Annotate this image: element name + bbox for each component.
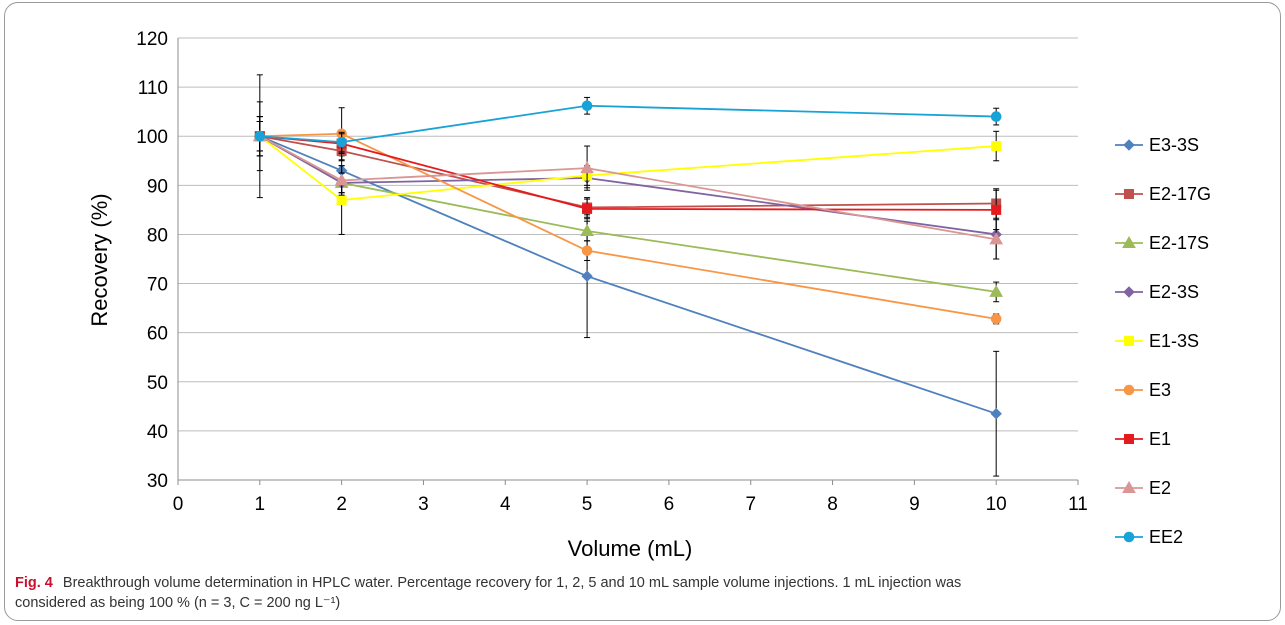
series-e2-3s xyxy=(254,120,1002,260)
legend-item: E2-17G xyxy=(1115,184,1211,204)
data-point xyxy=(336,136,347,148)
legend-label: E1 xyxy=(1149,429,1171,449)
x-tick-label: 7 xyxy=(745,494,756,515)
line-chart: 30 40 50 60 70 80 90 100 110 120 0 1 2 3 4 5 6 7 8 9 10 11 E… xyxy=(87,29,1211,561)
data-point xyxy=(990,313,1002,325)
legend-item: E2-3S xyxy=(1115,282,1199,302)
y-tick-label: 90 xyxy=(147,176,168,197)
data-point xyxy=(254,130,266,142)
legend-item: E1 xyxy=(1115,429,1171,449)
legend-swatch-marker xyxy=(1123,531,1135,543)
x-tick-label: 5 xyxy=(582,494,593,515)
series-ee2 xyxy=(254,96,1002,157)
x-tick-label: 0 xyxy=(173,494,184,515)
data-point xyxy=(581,245,593,256)
legend-item: E3-3S xyxy=(1115,135,1199,155)
series-line xyxy=(259,132,997,320)
legend-label: E1-3S xyxy=(1149,331,1199,351)
series-line xyxy=(259,135,997,201)
series-e3-3s xyxy=(254,116,1002,477)
legend-label: E2-3S xyxy=(1149,282,1199,302)
legend-swatch-marker xyxy=(1122,480,1136,493)
data-point xyxy=(334,173,349,186)
x-axis-label: Volume (mL) xyxy=(568,536,693,561)
data-point xyxy=(989,232,1004,245)
y-tick-label: 120 xyxy=(136,29,168,50)
data-point xyxy=(336,195,347,206)
caption-line-1: Fig. 4 Breakthrough volume determination… xyxy=(15,573,1265,593)
grid-lines xyxy=(177,37,1079,485)
legend-item: E2 xyxy=(1115,478,1171,498)
legend-swatch-marker xyxy=(1122,235,1136,248)
series-e2-17s xyxy=(252,120,1004,303)
series-line xyxy=(259,135,997,241)
y-tick-label: 50 xyxy=(147,373,168,394)
series-e2 xyxy=(252,101,1004,260)
legend-label: E2-17S xyxy=(1149,233,1209,253)
x-tick-label: 9 xyxy=(909,494,920,515)
x-tick-labels: 0 1 2 3 4 5 6 7 8 9 10 11 xyxy=(173,494,1088,515)
legend-label: E2-17G xyxy=(1149,184,1211,204)
legend-label: E2 xyxy=(1149,478,1171,498)
y-tick-labels: 30 40 50 60 70 80 90 100 110 120 xyxy=(136,29,168,492)
data-point xyxy=(990,111,1002,122)
data-point xyxy=(989,284,1004,297)
data-point xyxy=(991,141,1002,152)
series-group xyxy=(252,74,1004,477)
y-tick-label: 40 xyxy=(147,422,168,443)
data-point xyxy=(581,100,593,112)
series-line xyxy=(259,135,997,236)
y-tick-label: 110 xyxy=(138,78,168,99)
figure-frame xyxy=(4,2,1281,621)
legend-swatch-marker xyxy=(1123,384,1135,396)
x-tick-label: 2 xyxy=(336,494,347,515)
x-tick-label: 4 xyxy=(500,494,511,515)
x-tick-label: 3 xyxy=(418,494,429,515)
data-point xyxy=(991,204,1002,215)
data-point xyxy=(580,161,594,174)
y-tick-label: 60 xyxy=(147,324,168,345)
data-point xyxy=(580,223,594,237)
legend-swatch-marker xyxy=(1123,139,1135,151)
data-point xyxy=(582,203,593,214)
data-point xyxy=(990,407,1002,420)
legend-label: EE2 xyxy=(1149,527,1183,547)
x-tick-label: 6 xyxy=(664,494,675,515)
series-line xyxy=(259,135,997,293)
legend: E3-3S E2-17G E2-17S E2-3S E1-3S E3 E1 E2 EE2 xyxy=(1115,135,1211,547)
x-tick-label: 1 xyxy=(255,494,266,515)
y-tick-label: 100 xyxy=(136,127,168,148)
legend-swatch-marker xyxy=(1123,286,1135,298)
x-tick-label: 11 xyxy=(1068,494,1088,515)
legend-swatch-marker xyxy=(1124,336,1134,346)
x-tick-label: 8 xyxy=(827,494,838,515)
legend-label: E3-3S xyxy=(1149,135,1199,155)
legend-swatch-marker xyxy=(1124,189,1134,199)
legend-item: E2-17S xyxy=(1115,233,1209,253)
caption-text-1: Breakthrough volume determination in HPL… xyxy=(62,575,962,591)
y-tick-label: 80 xyxy=(147,225,168,246)
data-point xyxy=(581,270,593,282)
legend-swatch-marker xyxy=(1124,434,1134,444)
legend-label: E3 xyxy=(1149,380,1171,400)
legend-item: EE2 xyxy=(1115,527,1183,547)
caption-fig-label: Fig. 4 xyxy=(15,575,53,591)
y-tick-label: 30 xyxy=(147,471,168,492)
series-e3 xyxy=(254,107,1002,325)
legend-item: E1-3S xyxy=(1115,331,1199,351)
figure-caption: Fig. 4 Breakthrough volume determination… xyxy=(15,573,1265,613)
series-line xyxy=(259,104,997,144)
y-axis-label: Recovery (%) xyxy=(87,193,112,326)
series-line xyxy=(259,135,997,415)
x-tick-label: 10 xyxy=(986,494,1007,515)
legend-item: E3 xyxy=(1115,380,1171,400)
caption-text-2: considered as being 100 % (n = 3, C = 20… xyxy=(15,595,341,611)
y-tick-label: 70 xyxy=(147,275,168,296)
